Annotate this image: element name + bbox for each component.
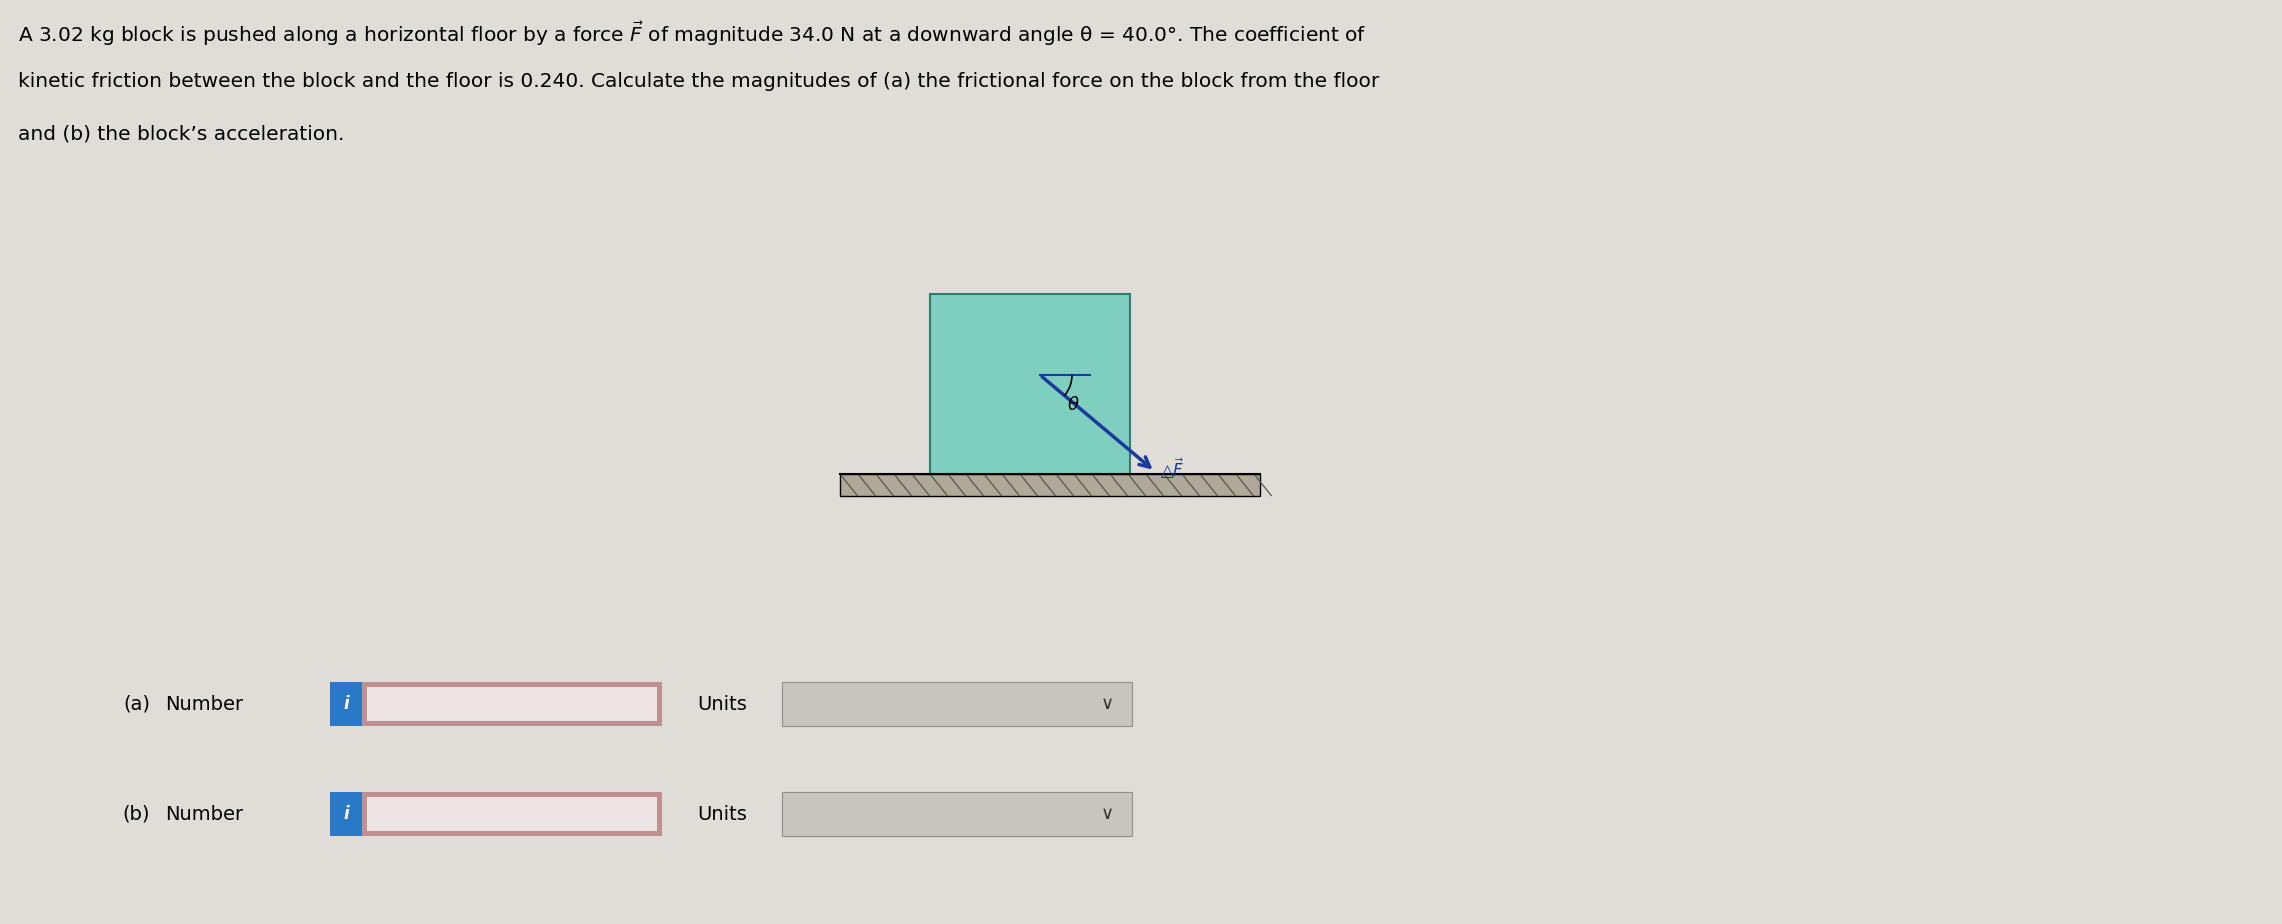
- Text: Number: Number: [164, 805, 244, 823]
- Bar: [331, 682, 363, 726]
- Text: $\Delta\vec{F}$: $\Delta\vec{F}$: [1148, 477, 1152, 482]
- Bar: [363, 682, 662, 726]
- Bar: [783, 682, 1132, 726]
- Bar: [331, 792, 363, 836]
- Text: (a): (a): [123, 695, 151, 713]
- Text: (b): (b): [123, 805, 151, 823]
- Text: θ: θ: [1068, 395, 1077, 414]
- Bar: [931, 294, 1130, 474]
- Text: Units: Units: [696, 805, 746, 823]
- Bar: [363, 792, 662, 836]
- Text: A 3.02 kg block is pushed along a horizontal floor by a force $\vec{F}$ of magni: A 3.02 kg block is pushed along a horizo…: [18, 19, 1367, 47]
- Text: △$\vec{F}$: △$\vec{F}$: [1159, 456, 1184, 480]
- Bar: [840, 474, 1260, 496]
- Bar: [783, 792, 1132, 836]
- Text: i: i: [342, 805, 349, 823]
- Text: ∨: ∨: [1100, 695, 1114, 713]
- Text: ∨: ∨: [1100, 805, 1114, 823]
- Text: kinetic friction between the block and the floor is 0.240. Calculate the magnitu: kinetic friction between the block and t…: [18, 72, 1378, 91]
- Text: i: i: [342, 695, 349, 713]
- Text: Number: Number: [164, 695, 244, 713]
- Bar: [367, 797, 657, 831]
- Bar: [367, 687, 657, 721]
- Text: and (b) the block’s acceleration.: and (b) the block’s acceleration.: [18, 125, 345, 144]
- Text: Units: Units: [696, 695, 746, 713]
